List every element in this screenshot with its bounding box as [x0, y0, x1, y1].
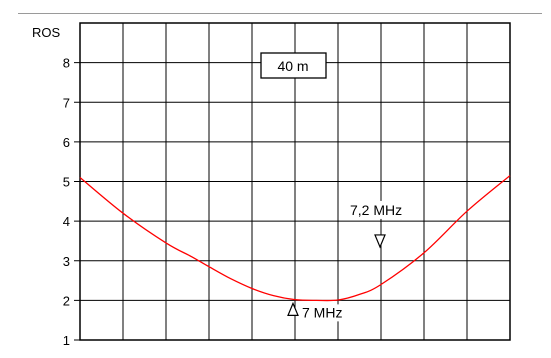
title-box — [260, 52, 327, 79]
marker-7mhz-label-bg — [299, 304, 349, 322]
y-tick-label: 1 — [63, 333, 70, 348]
marker-7mhz-triangle — [287, 301, 299, 316]
marker-7-2mhz-label: 7,2 MHz — [350, 202, 402, 218]
y-tick-label: 8 — [63, 56, 70, 71]
frequency-markers: 7 MHz 7,2 MHz — [287, 200, 417, 322]
y-tick-label: 7 — [63, 95, 70, 110]
chart-title: 40 m — [277, 58, 308, 74]
marker-7mhz-label: 7 MHz — [302, 304, 342, 320]
marker-7-2mhz-triangle — [374, 234, 386, 249]
y-tick-label: 3 — [63, 254, 70, 269]
ros-curve — [79, 175, 511, 302]
marker-7-2mhz-label-bg — [347, 200, 417, 219]
y-tick-label: 4 — [63, 214, 70, 229]
y-axis-label: ROS — [32, 25, 61, 40]
y-ticks: 1 2 3 4 5 6 7 8 — [63, 56, 80, 348]
y-tick-label: 5 — [63, 175, 70, 190]
y-tick-label: 2 — [63, 293, 70, 308]
y-tick-label: 6 — [63, 135, 70, 150]
top-rule — [18, 13, 542, 14]
